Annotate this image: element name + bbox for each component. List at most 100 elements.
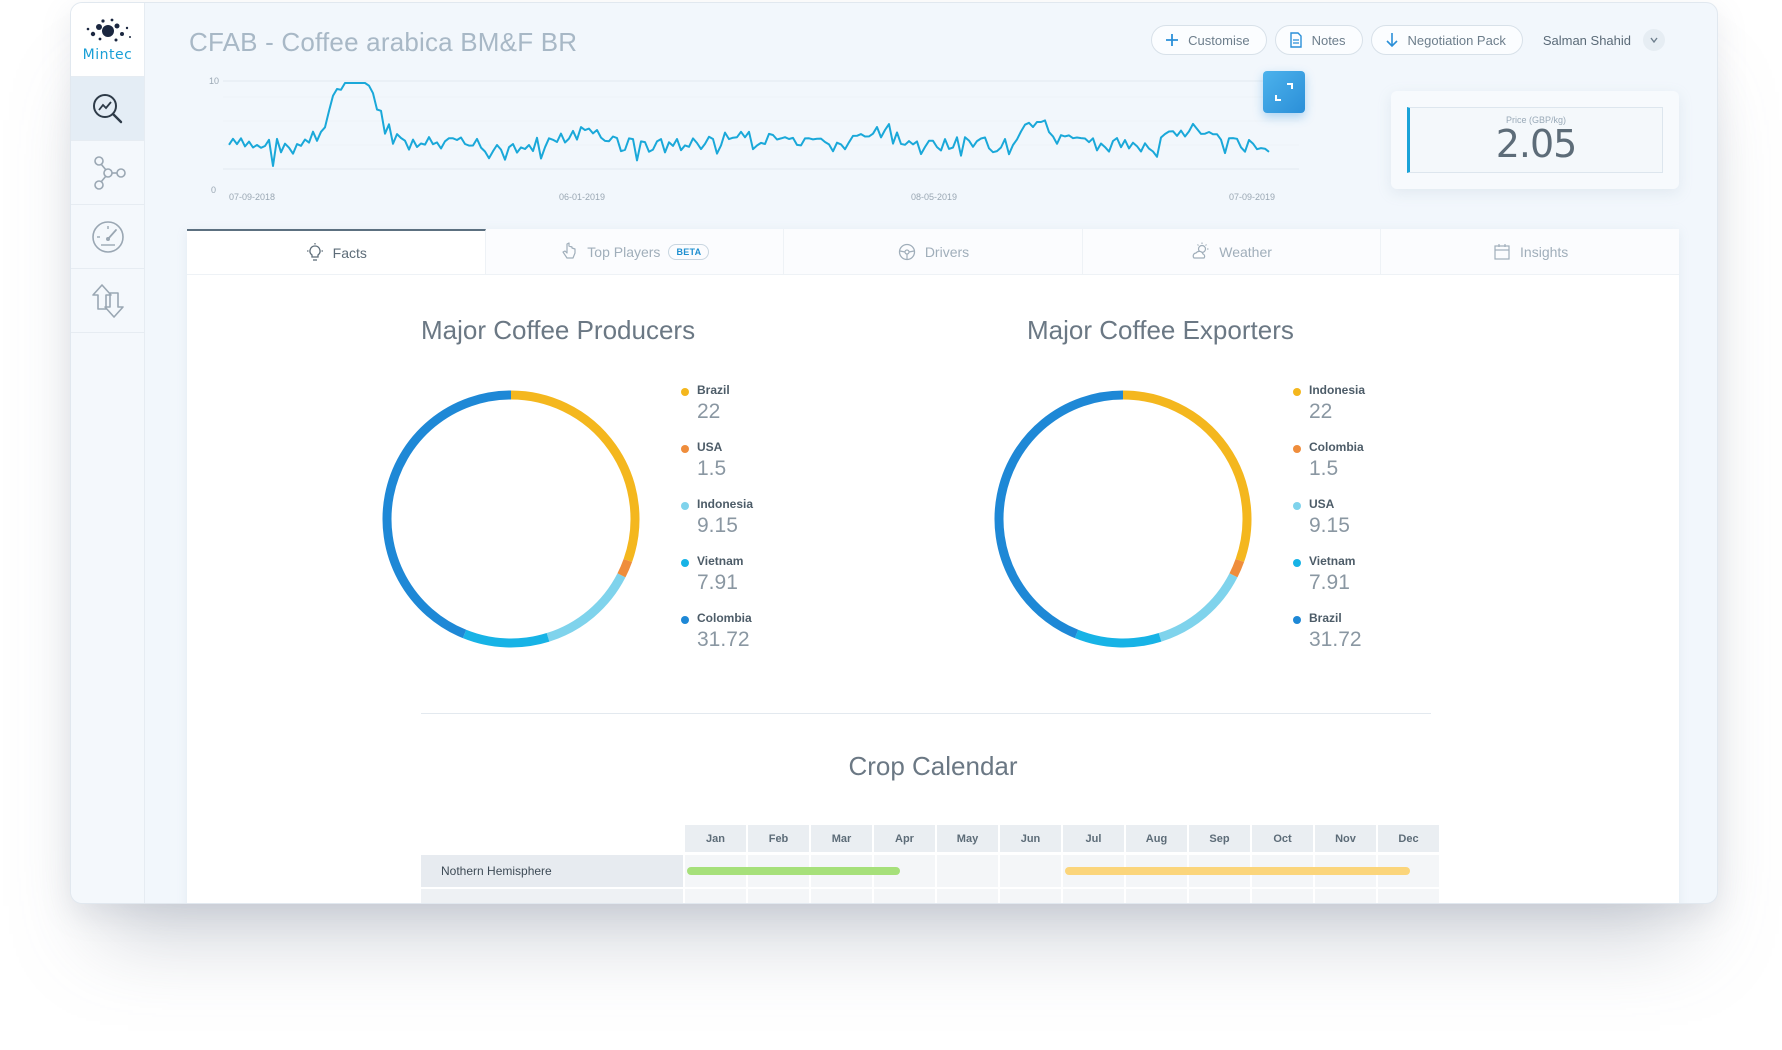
calendar-cell: [1126, 889, 1187, 903]
y-tick-top: 10: [209, 76, 219, 86]
calendar-month-jul: Jul: [1063, 825, 1124, 852]
legend-name: Indonesia: [1309, 383, 1366, 397]
main-panel: Facts Top Players BETA Drivers: [187, 229, 1679, 903]
mintec-logo-icon: [86, 18, 131, 41]
y-tick-bottom: 0: [211, 185, 216, 195]
tab-top-players[interactable]: Top Players BETA: [485, 229, 785, 274]
price-value: 2.05: [1495, 122, 1578, 167]
chevron-down-icon[interactable]: [1643, 29, 1665, 51]
price-history-chart[interactable]: 10 0 07-09-2018 06-01-2019 08-05-2019 07…: [189, 69, 1309, 219]
legend-name: Brazil: [697, 383, 730, 397]
legend-name: Vietnam: [1309, 554, 1356, 568]
legend-name: Colombia: [1309, 440, 1364, 454]
x-tick: 07-09-2018: [229, 192, 275, 202]
donut-slice-usa[interactable]: [617, 558, 633, 578]
exporters-legend: Indonesia 22 Colombia 1.5 USA 9.15 Vietn…: [1293, 383, 1365, 668]
legend-dot: [681, 616, 689, 624]
legend-item: Brazil 22: [681, 383, 753, 440]
calendar-icon: [1494, 243, 1510, 260]
analytics-search-icon: [92, 93, 122, 123]
harvest-period-bar[interactable]: [1065, 867, 1410, 875]
calendar-month-jan: Jan: [685, 825, 746, 852]
x-tick: 07-09-2019: [1229, 192, 1275, 202]
legend-value: 31.72: [697, 628, 750, 651]
calendar-cell: [1189, 889, 1250, 903]
legend-value: 1.5: [697, 457, 727, 480]
legend-item: Vietnam 7.91: [681, 554, 753, 611]
sidebar: Mintec: [71, 3, 145, 903]
swap-arrows-icon: [91, 283, 124, 318]
tab-insights[interactable]: Insights: [1381, 229, 1679, 274]
sun-cloud-icon: [1192, 242, 1209, 259]
exporters-donut-chart[interactable]: [985, 381, 1261, 657]
producers-donut-chart[interactable]: [373, 381, 649, 657]
legend-dot: [1293, 502, 1301, 510]
legend-dot: [681, 388, 689, 396]
user-name: Salman Shahid: [1542, 32, 1631, 48]
calendar-row-label: Nothern Hemisphere: [421, 855, 683, 887]
tab-facts[interactable]: Facts: [187, 229, 486, 274]
sidebar-item-gauge[interactable]: [71, 205, 144, 269]
legend-value: 22: [697, 400, 721, 423]
calendar-cells: [685, 889, 1439, 903]
legend-item: Colombia 1.5: [1293, 440, 1365, 497]
notes-label: Notes: [1311, 32, 1346, 48]
calendar-cell: [1063, 889, 1124, 903]
x-tick: 06-01-2019: [559, 192, 605, 202]
donut-slice-brazil[interactable]: [510, 390, 640, 563]
steering-wheel-icon: [898, 243, 915, 260]
donut-slice-vietnam[interactable]: [462, 629, 550, 648]
calendar-cell: [874, 889, 935, 903]
donut-slice-indonesia[interactable]: [1122, 390, 1252, 563]
legend-item: Vietnam 7.91: [1293, 554, 1365, 611]
legend-value: 22: [1309, 400, 1333, 423]
calendar-cell: [685, 889, 746, 903]
legend-name: Brazil: [1309, 611, 1342, 625]
legend-name: Vietnam: [697, 554, 744, 568]
legend-name: Colombia: [697, 611, 752, 625]
exporters-chart-section: Major Coffee Exporters Indonesia 22 Colo…: [797, 275, 1497, 655]
gauge-icon: [91, 220, 124, 253]
beta-badge: BETA: [668, 243, 710, 260]
calendar-row-label: [421, 889, 683, 903]
price-display: Price (GBP/kg) 2.05: [1407, 107, 1663, 173]
donut-slice-colombia[interactable]: [1229, 558, 1245, 578]
legend-value: 9.15: [697, 514, 738, 537]
expand-icon: [1275, 83, 1293, 101]
donut-slice-colombia[interactable]: [382, 390, 512, 639]
expand-chart-button[interactable]: [1263, 71, 1305, 113]
tab-drivers[interactable]: Drivers: [784, 229, 1083, 274]
x-tick: 08-05-2019: [911, 192, 957, 202]
negotiation-pack-button[interactable]: Negotiation Pack: [1370, 25, 1523, 55]
price-card: Price (GBP/kg) 2.05: [1391, 91, 1679, 189]
legend-item: Colombia 31.72: [681, 611, 753, 668]
calendar-month-header: Jan Feb Mar Apr May Jun Jul Aug Sep Oct Nov Dec: [685, 825, 1439, 852]
sidebar-item-swap[interactable]: [71, 269, 144, 333]
tab-weather[interactable]: Weather: [1082, 229, 1382, 274]
legend-item: USA 9.15: [1293, 497, 1365, 554]
customise-label: Customise: [1188, 32, 1250, 48]
legend-dot: [1293, 559, 1301, 567]
calendar-cells: [685, 855, 1439, 887]
customise-button[interactable]: Customise: [1151, 25, 1267, 55]
legend-value: 1.5: [1309, 457, 1339, 480]
logo-text: Mintec: [82, 46, 133, 63]
hand-pointer-icon: [562, 241, 576, 259]
legend-dot: [681, 502, 689, 510]
sidebar-item-network[interactable]: [71, 141, 144, 205]
download-arrow-icon: [1385, 33, 1398, 48]
price-label: Price (GBP/kg): [1505, 115, 1566, 126]
tab-facts-label: Facts: [332, 244, 367, 261]
logo[interactable]: Mintec: [71, 3, 144, 77]
calendar-month-mar: Mar: [811, 825, 872, 852]
donut-slice-brazil[interactable]: [994, 390, 1124, 639]
legend-item: USA 1.5: [681, 440, 753, 497]
donut-slice-vietnam[interactable]: [1074, 629, 1162, 648]
user-menu[interactable]: Salman Shahid: [1543, 29, 1665, 51]
sidebar-item-analytics[interactable]: [71, 77, 144, 141]
tab-bar: Facts Top Players BETA Drivers: [187, 229, 1679, 275]
notes-button[interactable]: Notes: [1274, 25, 1363, 55]
donut-slice-indonesia[interactable]: [546, 573, 626, 642]
donut-slice-usa[interactable]: [1158, 573, 1238, 642]
harvest-period-bar[interactable]: [687, 867, 900, 875]
